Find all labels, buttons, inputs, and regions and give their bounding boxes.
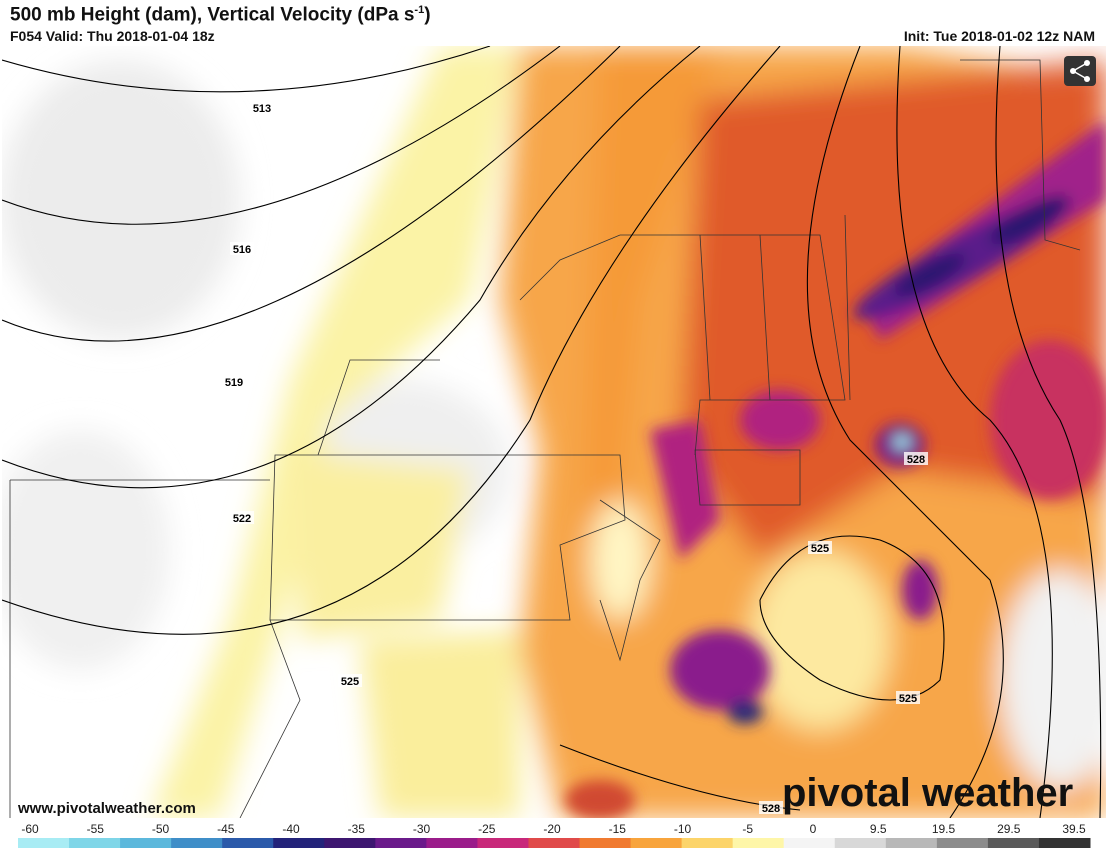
contour-label-bg — [904, 452, 928, 465]
colorbar-segment — [885, 838, 938, 848]
contour-label-bg — [338, 674, 362, 687]
contour-label-bg — [250, 101, 274, 114]
contour-label-bg — [230, 511, 254, 524]
colorbar-segment — [630, 838, 683, 848]
colorbar-segment — [69, 838, 121, 848]
contour-label: 522 — [233, 513, 251, 525]
colorbar-segment — [171, 838, 223, 848]
colorbar-segment — [375, 838, 427, 848]
contour-label: 516 — [233, 244, 251, 256]
contour-label-bg — [808, 541, 832, 554]
colorbar-segment — [273, 838, 325, 848]
colorbar-label: -5 — [742, 822, 753, 836]
colorbar-label: -45 — [217, 822, 235, 836]
colorbar-segment — [222, 838, 274, 848]
contour-label: 525 — [899, 693, 917, 705]
contour-label: 525 — [341, 676, 359, 688]
colorbar-segment — [681, 838, 734, 848]
watermark: pivotal weather — [782, 771, 1073, 815]
colorbar-segment — [477, 838, 529, 848]
contour-label: 528 — [907, 454, 925, 466]
contour-label: 513 — [253, 103, 271, 115]
contour-label-bg — [896, 691, 920, 704]
colorbar-label: -25 — [478, 822, 496, 836]
field — [2, 46, 1106, 818]
colorbar-label: -30 — [413, 822, 431, 836]
colorbar-segment — [120, 838, 172, 848]
valid-time: F054 Valid: Thu 2018-01-04 18z — [10, 28, 215, 44]
contour-label: 528 — [762, 803, 780, 815]
title-end: ) — [424, 4, 431, 26]
title-sup: -1 — [414, 4, 425, 16]
colorbar-label: -20 — [543, 822, 561, 836]
title: 500 mb Height (dam), Vertical Velocity (… — [10, 4, 431, 26]
colorbar-label: -35 — [348, 822, 366, 836]
colorbar-label: 9.5 — [870, 822, 887, 836]
colorbar-label: -60 — [21, 822, 39, 836]
share-button[interactable] — [1064, 56, 1096, 86]
contour-label-bg — [222, 375, 246, 388]
colorbar-label: -10 — [674, 822, 692, 836]
colorbar-segment — [783, 838, 836, 848]
colorbar-segment — [18, 838, 70, 848]
contour-label: 519 — [225, 377, 243, 389]
colorbar-segment — [936, 838, 989, 848]
share-icon — [1070, 60, 1090, 82]
colorbar-segment — [324, 838, 376, 848]
contours — [2, 46, 1102, 818]
colorbar-label: 0 — [810, 822, 817, 836]
colorbar-segment — [528, 838, 581, 848]
title-text: 500 mb Height (dam), Vertical Velocity (… — [10, 4, 415, 26]
colorbar-segment — [834, 838, 887, 848]
website: www.pivotalweather.com — [17, 800, 196, 817]
colorbar-segment — [732, 838, 785, 848]
colorbar-label: -55 — [87, 822, 105, 836]
colorbar-label: 39.5 — [1062, 822, 1086, 836]
colorbar-segment — [579, 838, 632, 848]
contour-label-bg — [759, 801, 783, 814]
borders — [9, 59, 1081, 818]
init-time: Init: Tue 2018-01-02 12z NAM — [903, 28, 1095, 44]
contour-label: 525 — [811, 543, 829, 555]
contour-label-bg — [230, 242, 254, 255]
colorbar-label: -15 — [609, 822, 627, 836]
colorbar-label: -40 — [282, 822, 300, 836]
colorbar-label: 19.5 — [932, 822, 956, 836]
colorbar-segment — [1038, 838, 1091, 848]
colorbar-segment — [426, 838, 478, 848]
colorbar-segment — [987, 838, 1040, 848]
colorbar-label: -50 — [152, 822, 170, 836]
colorbar-label: 29.5 — [997, 822, 1021, 836]
